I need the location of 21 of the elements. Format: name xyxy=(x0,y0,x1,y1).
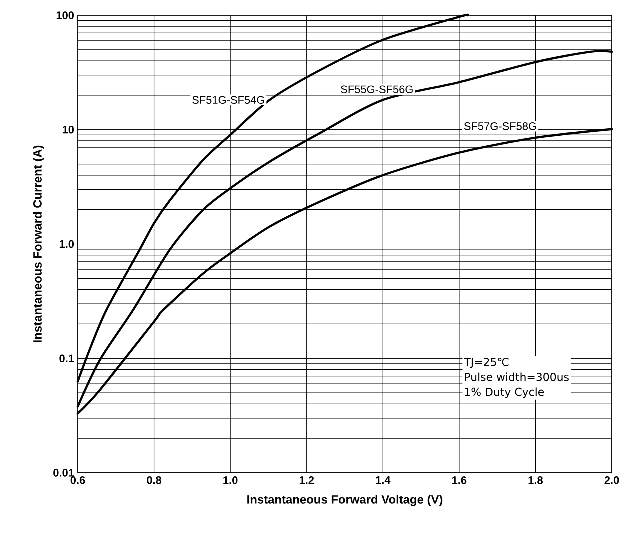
x-tick-label: 0.6 xyxy=(70,476,86,484)
y-tick-label: 100 xyxy=(56,12,74,20)
x-tick-label: 1.4 xyxy=(376,476,391,484)
x-axis-title: Instantaneous Forward Voltage (V) xyxy=(248,495,443,506)
annotation: 1% Duty Cycle xyxy=(465,388,544,398)
x-tick-label: 1.2 xyxy=(300,476,314,484)
annotation: TJ=25℃ xyxy=(464,358,509,368)
y-tick-label: 0.1 xyxy=(60,354,74,363)
y-axis-title: Instantaneous Forward Current (A) xyxy=(33,146,44,342)
x-tick-label: 1.0 xyxy=(224,476,238,484)
x-tick-label: 1.8 xyxy=(528,476,543,484)
x-tick-label: 1.6 xyxy=(452,476,467,484)
x-tick-label: 0.8 xyxy=(147,476,162,484)
annotation: Pulse width=300us xyxy=(465,372,569,382)
series-label: SF55G-SF56G xyxy=(341,86,413,94)
series-label: SF51G-SF54G xyxy=(192,96,264,104)
x-tick-label: 2.0 xyxy=(604,476,620,484)
y-tick-label: 1.0 xyxy=(60,240,74,248)
series-label: SF57G-SF58G xyxy=(464,122,536,130)
y-tick-label: 0.01 xyxy=(54,469,74,477)
y-tick-label: 10 xyxy=(62,126,74,134)
